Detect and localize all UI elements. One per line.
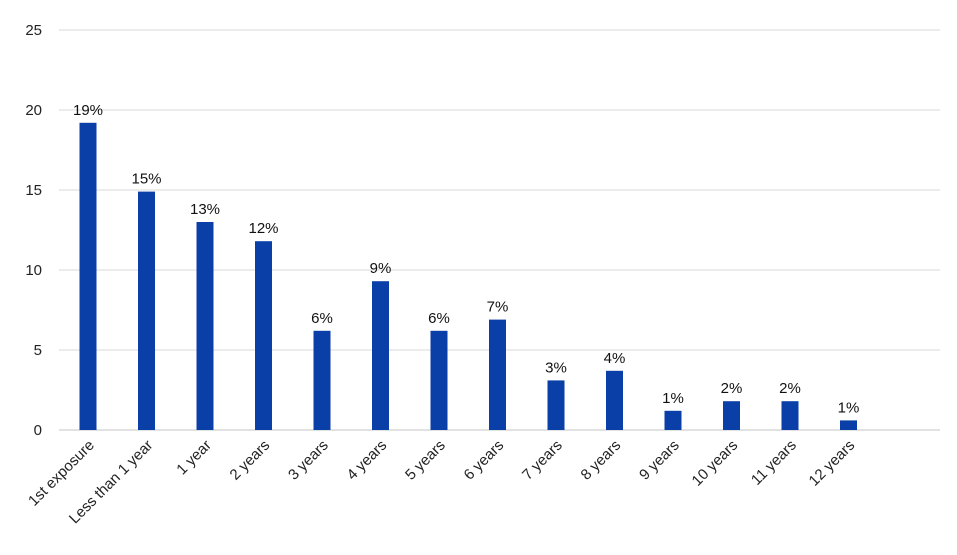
data-label: 9% — [370, 260, 392, 277]
data-label: 2% — [721, 380, 743, 397]
bar — [430, 330, 448, 430]
y-tick-label: 20 — [25, 102, 42, 119]
x-tick-label: 6 years — [461, 437, 508, 484]
data-label: 19% — [73, 102, 103, 119]
data-label: 1% — [662, 390, 684, 407]
data-label: 6% — [428, 310, 450, 327]
bar — [547, 380, 565, 430]
bar — [196, 222, 214, 430]
data-label: 15% — [131, 171, 161, 188]
y-tick-label: 10 — [25, 262, 42, 279]
x-tick-label: 2 years — [227, 437, 274, 484]
bar — [489, 319, 506, 430]
data-label: 2% — [779, 380, 801, 397]
data-label: 3% — [545, 359, 567, 376]
x-tick-label: 10 years — [689, 437, 742, 490]
bar — [79, 122, 97, 431]
x-tick-label: 12 years — [806, 437, 859, 490]
bar — [372, 281, 389, 430]
y-tick-label: 5 — [34, 342, 42, 359]
x-tick-label: 4 years — [344, 437, 391, 484]
bar — [781, 401, 799, 430]
x-tick-label: 3 years — [285, 437, 332, 484]
bar — [313, 330, 331, 430]
x-tick-label: 5 years — [402, 437, 449, 484]
bar — [606, 370, 623, 430]
bar — [138, 191, 155, 430]
bar — [255, 241, 272, 430]
data-label: 7% — [487, 299, 509, 316]
x-tick-label: 11 years — [748, 437, 800, 489]
x-tick-label: 9 years — [636, 437, 683, 484]
x-tick-label: 7 years — [519, 437, 566, 484]
x-tick-label: 8 years — [578, 437, 625, 484]
data-label: 4% — [604, 350, 626, 367]
data-label: 1% — [838, 399, 860, 416]
bars — [79, 122, 857, 431]
y-tick-label: 25 — [25, 22, 42, 39]
y-tick-label: 15 — [25, 182, 42, 199]
data-label: 6% — [311, 310, 333, 327]
bar — [664, 410, 682, 430]
data-label: 13% — [190, 201, 220, 218]
y-tick-label: 0 — [34, 422, 42, 439]
y-axis-ticks: 0 5 10 15 20 25 — [25, 22, 42, 439]
bar — [840, 420, 857, 430]
data-labels: 19% 15% 13% 12% 6% 9% 6% 7% 3% 4% 1% 2% 2% 1% — [73, 102, 859, 417]
bar — [723, 401, 740, 430]
x-tick-label: 1 year — [173, 437, 215, 479]
data-label: 12% — [248, 220, 278, 237]
